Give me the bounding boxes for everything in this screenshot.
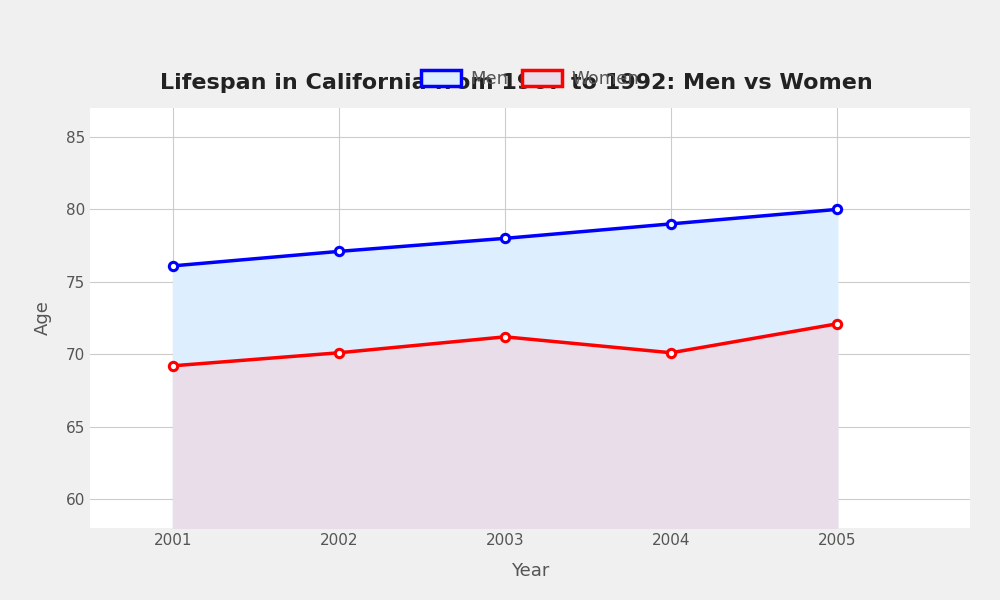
Legend: Men, Women: Men, Women bbox=[414, 62, 646, 95]
Y-axis label: Age: Age bbox=[34, 301, 52, 335]
X-axis label: Year: Year bbox=[511, 562, 549, 580]
Text: Lifespan in California from 1967 to 1992: Men vs Women: Lifespan in California from 1967 to 1992… bbox=[160, 73, 873, 92]
